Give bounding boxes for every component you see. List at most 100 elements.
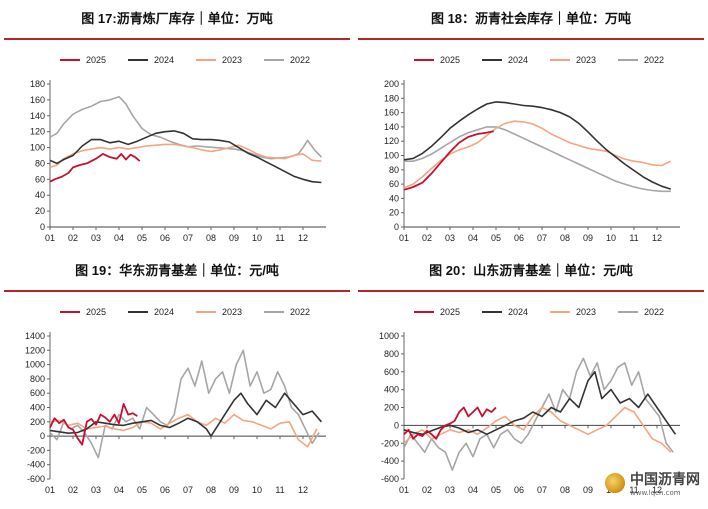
y-tick-label: 400	[384, 385, 399, 395]
y-tick-label: -200	[27, 445, 45, 455]
y-tick-label: 1000	[25, 360, 45, 370]
y-tick-label: -400	[27, 460, 45, 470]
x-tick-label: 05	[491, 233, 501, 243]
y-tick-label: 160	[30, 95, 45, 105]
legend-label: 2023	[576, 55, 596, 65]
x-tick-label: 05	[137, 233, 147, 243]
legend-label: 2023	[222, 307, 242, 317]
y-tick-label: 0	[394, 222, 399, 232]
x-tick-label: 04	[114, 485, 124, 495]
y-tick-label: 60	[389, 179, 399, 189]
x-tick-label: 04	[468, 485, 478, 495]
x-tick-label: 08	[560, 233, 570, 243]
x-tick-label: 06	[514, 485, 524, 495]
legend-label: 2022	[644, 55, 664, 65]
x-tick-label: 06	[160, 233, 170, 243]
x-tick-label: 10	[252, 485, 262, 495]
x-tick-label: 11	[275, 485, 284, 495]
x-tick-label: 07	[183, 485, 193, 495]
y-tick-label: 600	[384, 367, 399, 377]
x-tick-label: 08	[206, 485, 216, 495]
watermark-url: www.lqcn.com	[630, 489, 681, 497]
chart-svg: 2025 2024 2023 2022020406080100120140160180…	[30, 55, 326, 243]
watermark: 中国沥青网 www.lqcn.com	[605, 469, 700, 497]
y-tick-label: 20	[389, 208, 399, 218]
x-tick-label: 02	[68, 233, 78, 243]
y-tick-label: 1200	[25, 345, 45, 355]
x-tick-label: 12	[652, 485, 662, 495]
x-tick-label: 02	[422, 485, 432, 495]
title-rule	[4, 290, 350, 292]
x-tick-label: 01	[45, 233, 55, 243]
series-line-2024	[403, 371, 677, 436]
y-tick-label: 100	[30, 143, 45, 153]
legend-label: 2022	[644, 307, 664, 317]
y-tick-label: 40	[35, 190, 45, 200]
legend-label: 2024	[508, 307, 528, 317]
y-tick-label: 120	[30, 127, 45, 137]
x-tick-label: 01	[45, 485, 55, 495]
x-tick-label: 09	[229, 485, 239, 495]
y-tick-label: 0	[40, 431, 45, 441]
x-tick-label: 05	[491, 485, 501, 495]
x-tick-label: 02	[68, 485, 78, 495]
chart-panel-20: 图 20：山东沥青基差｜单位：元/吨 2025 2024 2023 2022 -600 -…	[358, 256, 704, 506]
y-tick-label: 800	[30, 374, 45, 384]
legend-label: 2022	[290, 307, 310, 317]
x-tick-label: 06	[514, 233, 524, 243]
title-rule	[4, 38, 350, 40]
title-rule	[358, 290, 704, 292]
series-line-2023	[403, 406, 672, 453]
chart-title: 图 17:沥青炼厂库存｜单位：万吨	[81, 11, 273, 26]
x-tick-label: 09	[583, 485, 593, 495]
y-tick-label: 160	[384, 108, 399, 118]
y-tick-label: -400	[381, 456, 399, 466]
x-tick-label: 03	[445, 485, 455, 495]
y-tick-label: 400	[30, 403, 45, 413]
series-line-2023	[403, 120, 672, 189]
y-tick-label: 80	[35, 158, 45, 168]
y-tick-label: 0	[394, 420, 399, 430]
y-tick-label: 200	[384, 79, 399, 89]
chart-title: 图 19：华东沥青基差｜单位：元/吨	[75, 263, 279, 278]
y-tick-label: 60	[35, 174, 45, 184]
x-tick-label: 04	[114, 233, 124, 243]
chart-svg: 2025 2024 2023 2022 -600 -400 -200 0 200 400 600 80…	[379, 307, 680, 495]
y-tick-label: 180	[30, 79, 45, 89]
y-tick-label: 120	[384, 136, 399, 146]
legend-label: 2025	[86, 307, 106, 317]
y-tick-label: -600	[27, 474, 45, 484]
y-tick-label: 140	[384, 122, 399, 132]
x-tick-label: 04	[468, 233, 478, 243]
x-tick-label: 07	[537, 485, 547, 495]
x-tick-label: 05	[137, 485, 147, 495]
chart-svg: 2025 2024 2023 2022020406080100120140160180…	[384, 55, 680, 243]
series-line-2025	[49, 153, 141, 183]
series-line-2023	[49, 413, 318, 448]
legend-label: 2023	[222, 55, 242, 65]
series-line-2024	[403, 101, 672, 190]
chart-panel-17: 图 17:沥青炼厂库存｜单位：万吨 2025 2024 2023 2022 0 20 40 6…	[4, 4, 350, 252]
series-line-2025	[403, 406, 497, 440]
y-tick-label: 200	[384, 403, 399, 413]
legend-label: 2025	[440, 55, 460, 65]
x-tick-label: 12	[298, 233, 308, 243]
y-tick-label: 600	[30, 388, 45, 398]
y-tick-label: 80	[389, 165, 399, 175]
y-tick-label: -200	[381, 438, 399, 448]
x-tick-label: 01	[399, 485, 409, 495]
series-line-2024	[49, 130, 322, 184]
x-tick-label: 09	[583, 233, 593, 243]
x-tick-label: 03	[445, 233, 455, 243]
y-tick-label: 0	[40, 222, 45, 232]
y-tick-label: 1400	[25, 331, 45, 341]
legend-label: 2025	[86, 55, 106, 65]
chart-panel-18: 图 18：沥青社会库存｜单位：万吨 2025 2024 2023 2022 0 20 40 6…	[358, 4, 704, 252]
legend-label: 2023	[576, 307, 596, 317]
x-tick-label: 11	[275, 233, 284, 243]
series-line-2025	[403, 130, 494, 191]
x-tick-label: 01	[399, 233, 409, 243]
x-tick-label: 11	[629, 485, 638, 495]
x-tick-label: 11	[629, 233, 638, 243]
watermark-logo-icon	[605, 473, 625, 493]
